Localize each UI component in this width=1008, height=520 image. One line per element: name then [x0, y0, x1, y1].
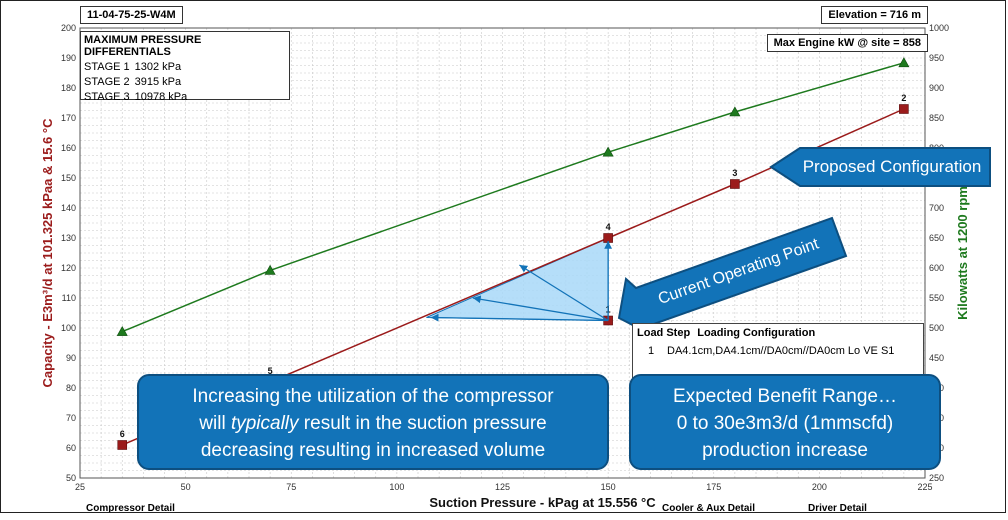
capacity-point-label: 3 — [732, 168, 737, 178]
y-right-tick-label: 950 — [929, 53, 944, 63]
pressure-table-row: STAGE 1 1302 kPa — [84, 60, 286, 75]
benefit-arrow — [430, 313, 609, 322]
x-axis-label: Suction Pressure - kPag at 15.556 °C — [429, 495, 656, 510]
load-step-value: 1 — [647, 345, 655, 357]
y-right-tick-label: 600 — [929, 263, 944, 273]
elevation-label: Elevation = 716 m — [821, 6, 928, 24]
stage-name: STAGE 3 — [84, 91, 130, 103]
pressure-table-row: STAGE 3 10978 kPa — [84, 90, 286, 105]
y-left-tick-label: 120 — [61, 263, 76, 273]
loading-config-header: Loading Configuration — [697, 327, 816, 339]
benefit-callout-line-1: Expected Benefit Range… — [673, 386, 897, 407]
x-tick-label: 25 — [75, 482, 85, 492]
y-right-tick-label: 650 — [929, 233, 944, 243]
y-left-tick-label: 170 — [61, 113, 76, 123]
stage-name: STAGE 1 — [84, 61, 130, 73]
power-point — [898, 57, 910, 68]
utilization-callout-line-1: Increasing the utilization of the compre… — [192, 386, 554, 407]
y-right-tick-label: 900 — [929, 83, 944, 93]
y-left-tick-label: 150 — [61, 173, 76, 183]
y-left-tick-label: 130 — [61, 233, 76, 243]
y-right-tick-label: 250 — [929, 473, 944, 483]
power-point — [264, 264, 276, 275]
capacity-point — [730, 179, 740, 189]
pressure-differentials-table: MAXIMUM PRESSURE DIFFERENTIALS STAGE 1 13… — [80, 31, 290, 103]
stage-name: STAGE 2 — [84, 76, 130, 88]
capacity-point-label: 6 — [120, 429, 125, 439]
load-step-header: Load Step — [637, 327, 691, 339]
y-right-tick-label: 850 — [929, 113, 944, 123]
stage-pressure: 10978 kPa — [134, 91, 188, 103]
loading-config-value: DA4.1cm,DA4.1cm//DA0cm//DA0cm Lo VE S1 — [667, 345, 895, 357]
stage-pressure: 1302 kPa — [134, 61, 182, 73]
utilization-callout: Increasing the utilization of the compre… — [137, 374, 609, 470]
capacity-point-label: 2 — [901, 93, 906, 103]
y-left-tick-label: 90 — [66, 353, 76, 363]
y-right-axis-label: Kilowatts at 1200 rpm — [955, 186, 970, 320]
max-engine-label: Max Engine kW @ site = 858 — [766, 34, 928, 52]
capacity-point — [117, 440, 128, 450]
power-point — [602, 146, 614, 157]
benefit-callout-line-2: 0 to 30e3m3/d (1mmscfd) — [676, 413, 894, 434]
capacity-point-label: 4 — [606, 222, 611, 232]
x-tick-label: 175 — [706, 482, 721, 492]
x-tick-label: 125 — [495, 482, 510, 492]
well-id-label: 11-04-75-25-W4M — [80, 6, 183, 24]
y-left-tick-label: 160 — [61, 143, 76, 153]
power-point — [729, 106, 741, 117]
y-left-tick-label: 200 — [61, 23, 76, 33]
y-left-tick-label: 190 — [61, 53, 76, 63]
utilization-callout-line-3: decreasing resulting in increased volume — [200, 440, 546, 461]
y-left-tick-label: 100 — [61, 323, 76, 333]
y-left-tick-label: 110 — [62, 293, 76, 303]
y-left-tick-label: 180 — [61, 83, 76, 93]
x-tick-label: 75 — [286, 482, 296, 492]
benefit-callout-line-3: production increase — [702, 440, 868, 461]
x-tick-label: 200 — [812, 482, 827, 492]
driver-detail-label: Driver Detail — [808, 503, 867, 514]
proposed-configuration-label: Proposed Configuration — [803, 157, 982, 176]
x-tick-label: 50 — [181, 482, 191, 492]
y-right-tick-label: 450 — [929, 353, 944, 363]
y-left-axis-label: Capacity - E3m³/d at 101.325 kPaa & 15.6… — [40, 118, 55, 388]
y-right-tick-label: 700 — [929, 203, 944, 213]
stage-pressure: 3915 kPa — [134, 76, 182, 88]
pressure-table-title: MAXIMUM PRESSURE DIFFERENTIALS — [84, 34, 202, 58]
y-left-tick-label: 140 — [61, 203, 76, 213]
load-table-rows: 1 DA4.1cm,DA4.1cm//DA0cm//DA0cm Lo VE S1 — [637, 345, 919, 357]
power-point — [116, 325, 128, 336]
load-table-header: Load Step Loading Configuration — [637, 327, 919, 339]
y-right-tick-label: 1000 — [929, 23, 949, 33]
pressure-table-row: STAGE 2 3915 kPa — [84, 75, 286, 90]
benefit-arrow — [472, 295, 609, 322]
compressor-detail-label: Compressor Detail — [86, 503, 175, 514]
x-tick-label: 150 — [601, 482, 616, 492]
y-right-tick-label: 550 — [929, 293, 944, 303]
y-left-tick-label: 70 — [66, 413, 76, 423]
proposed-configuration-arrow — [769, 147, 991, 187]
emphasis-word: typically — [230, 413, 299, 434]
load-table-row: 1 DA4.1cm,DA4.1cm//DA0cm//DA0cm Lo VE S1 — [637, 345, 919, 357]
benefit-arrow — [519, 264, 609, 322]
y-right-tick-label: 500 — [929, 323, 944, 333]
x-tick-label: 225 — [917, 482, 932, 492]
capacity-point — [899, 104, 909, 114]
y-left-tick-label: 50 — [66, 473, 76, 483]
cooler-aux-detail-label: Cooler & Aux Detail — [662, 503, 755, 514]
x-tick-label: 100 — [389, 482, 404, 492]
utilization-callout-line-2: will typically result in the suction pre… — [199, 413, 547, 434]
y-left-tick-label: 60 — [66, 443, 76, 453]
plot-area — [79, 27, 926, 479]
capacity-point-label: 5 — [268, 366, 273, 376]
benefit-callout: Expected Benefit Range… 0 to 30e3m3/d (1… — [629, 374, 941, 470]
loading-configuration-table: Load Step Loading Configuration 1 DA4.1cm… — [632, 323, 924, 383]
pressure-table-rows: STAGE 1 1302 kPa STAGE 2 3915 kPa STAGE 3 109… — [84, 60, 286, 105]
y-left-tick-label: 80 — [66, 383, 76, 393]
